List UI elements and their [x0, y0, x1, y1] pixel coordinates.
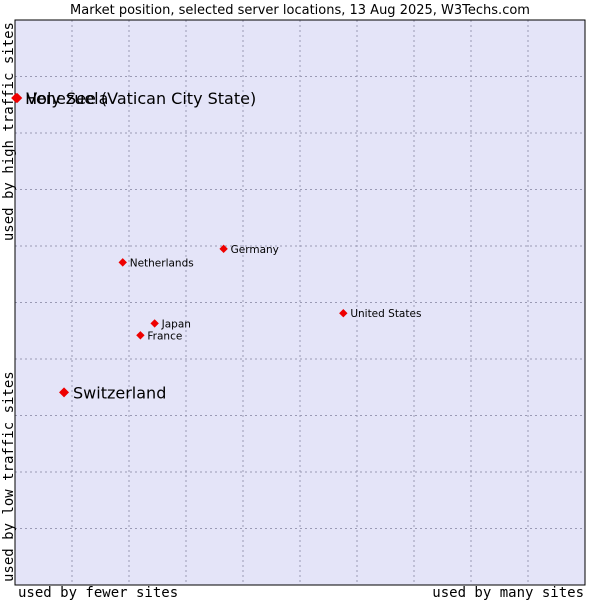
point-marker-switzerland — [59, 387, 70, 398]
plot-border — [14, 19, 586, 586]
point-marker-united-states — [339, 309, 348, 318]
point-label-switzerland: Switzerland — [73, 383, 166, 402]
point-label-france: France — [147, 330, 182, 342]
point-marker-france — [136, 331, 145, 340]
point-label-netherlands: Netherlands — [130, 257, 194, 269]
point-label-holy-see-vatican-city-state: Holy See (Vatican City State) — [25, 89, 256, 108]
point-label-united-states: United States — [350, 308, 421, 320]
chart-title: Market position, selected server locatio… — [70, 3, 530, 18]
y-axis-label-top: used by high traffic sites — [1, 22, 17, 241]
x-axis-label-right: used by many sites — [432, 585, 584, 600]
point-marker-netherlands — [118, 258, 127, 267]
point-label-germany: Germany — [231, 244, 279, 256]
point-marker-japan — [150, 319, 159, 328]
x-axis-label-left: used by fewer sites — [18, 585, 178, 600]
point-label-venezuela: Venezuela — [26, 89, 108, 108]
data-points: Holy See (Vatican City State)Venezuela Sw… — [11, 89, 421, 402]
grid — [15, 20, 585, 585]
point-marker-germany — [219, 244, 228, 254]
y-axis-label-bottom: used by low traffic sites — [1, 371, 17, 582]
point-marker-venezuela — [12, 92, 23, 103]
point-label-japan: Japan — [161, 318, 191, 330]
